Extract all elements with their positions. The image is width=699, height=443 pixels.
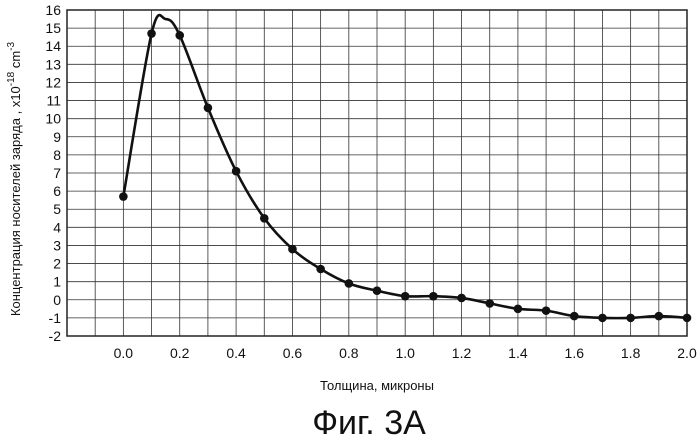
y-tick-label: 1 (53, 274, 61, 290)
y-tick-label: 6 (53, 183, 61, 199)
y-tick-label: 16 (45, 2, 61, 18)
y-tick-label: 11 (46, 93, 61, 109)
y-tick-label: 2 (53, 256, 61, 272)
y-axis-title-exp2: -3 (6, 41, 17, 50)
y-axis-title-exp1: -18 (6, 71, 17, 86)
y-tick-labels: 161514131211109876543210-1-2 (45, 2, 61, 344)
x-tick-label: 0.8 (339, 345, 359, 361)
data-point (232, 167, 241, 176)
data-point (204, 104, 213, 113)
x-tick-label: 1.8 (621, 345, 641, 361)
y-tick-label: 3 (53, 237, 61, 253)
y-axis-title-unit: cm (8, 51, 23, 72)
data-point (626, 314, 635, 323)
x-tick-label: 1.0 (395, 345, 415, 361)
data-point (345, 279, 354, 288)
data-point (316, 265, 325, 274)
data-point (485, 299, 494, 308)
data-point (429, 292, 438, 301)
data-point (175, 31, 184, 40)
y-tick-label: 13 (45, 56, 61, 72)
data-point (542, 306, 551, 315)
y-tick-label: -1 (49, 310, 62, 326)
data-point (401, 292, 410, 301)
data-point (147, 29, 156, 38)
x-tick-label: 1.2 (452, 345, 472, 361)
x-axis-title: Толщина, микроны (320, 378, 434, 393)
y-tick-label: 4 (53, 219, 61, 235)
data-point (119, 192, 128, 201)
y-tick-label: 12 (45, 74, 61, 90)
y-tick-label: 7 (53, 165, 61, 181)
x-tick-labels: 0.0 0.2 0.4 0.6 0.8 1.0 1.2 1.4 1.6 1.8 2.0 (114, 345, 697, 361)
data-point (570, 312, 579, 321)
y-tick-label: 5 (53, 201, 61, 217)
data-point (655, 312, 664, 321)
x-tick-label: 1.6 (565, 345, 585, 361)
y-tick-label: 8 (53, 147, 61, 163)
data-point (514, 305, 523, 314)
data-point (288, 245, 297, 254)
y-tick-label: -2 (49, 328, 62, 344)
y-tick-label: 0 (53, 292, 61, 308)
y-tick-label: 9 (53, 129, 61, 145)
x-tick-label: 2.0 (677, 345, 697, 361)
data-point (683, 314, 692, 323)
x-tick-label: 1.4 (508, 345, 528, 361)
x-tick-label: 0.0 (114, 345, 134, 361)
y-tick-label: 14 (45, 38, 61, 54)
data-point (373, 286, 382, 295)
figure-caption: Фиг. 3А (312, 404, 426, 442)
y-tick-label: 10 (45, 111, 61, 127)
data-point (260, 214, 269, 223)
x-tick-label: 0.4 (226, 345, 246, 361)
data-point (598, 314, 607, 323)
data-point (457, 294, 466, 303)
y-axis-title-main: Концентрация носителей заряда , x10 (8, 86, 23, 316)
y-axis-title: Концентрация носителей заряда , x10-18 c… (6, 41, 23, 316)
y-tick-label: 15 (45, 20, 61, 36)
x-tick-label: 0.6 (283, 345, 303, 361)
x-tick-label: 0.2 (170, 345, 190, 361)
